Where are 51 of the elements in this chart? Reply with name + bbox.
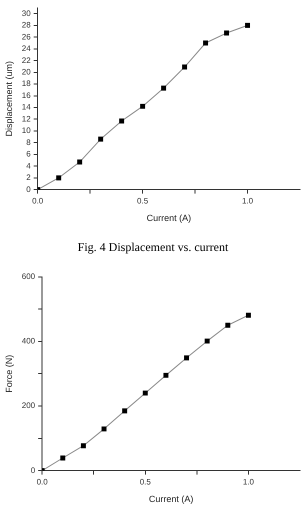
point (184, 355, 190, 360)
point (122, 408, 128, 414)
point (182, 64, 188, 70)
point (203, 40, 208, 46)
y-tick-label: 4 (26, 161, 32, 170)
point (102, 426, 107, 432)
point (140, 104, 146, 109)
x-axis-title: Current (A) (146, 213, 192, 224)
point (119, 118, 124, 124)
point (77, 160, 82, 165)
x-tick-label: 0.5 (140, 478, 152, 487)
y-tick-label: 2 (26, 173, 32, 182)
y-tick-label: 24 (22, 44, 32, 54)
point (161, 86, 166, 91)
y-tick-label: 26 (22, 32, 32, 42)
point (80, 443, 86, 448)
y-tick-label: 8 (26, 138, 32, 147)
x-axis-title: Current (A) (148, 494, 194, 504)
y-tick-label: 20 (22, 68, 32, 77)
y-tick-label: 28 (22, 20, 32, 30)
y-tick-label: 18 (22, 79, 32, 88)
y-tick-label: 30 (22, 8, 32, 18)
point (56, 175, 62, 180)
point (204, 338, 210, 344)
point (224, 30, 230, 36)
y-axis-title: Displacement (um) (4, 60, 14, 136)
caption: Fig. 4 Displacement vs. current (76, 239, 230, 256)
point (245, 22, 250, 28)
point (98, 136, 104, 142)
y-axis-title: Force (N) (4, 354, 14, 393)
y-tick-label: 600 (22, 272, 36, 282)
x-tick-label: 0.0 (36, 478, 48, 487)
x-tick-label: 1.0 (242, 196, 254, 206)
y-tick-label: 10 (22, 126, 32, 136)
x-tick-label: 0.5 (137, 196, 149, 206)
y-tick-label: 14 (22, 102, 32, 112)
point (225, 322, 230, 328)
y-tick-label: 12 (22, 114, 32, 124)
y-tick-label: 0 (26, 184, 32, 194)
x-tick-label: 0.0 (32, 196, 44, 206)
point (246, 312, 251, 318)
y-tick-label: 0 (30, 466, 36, 475)
point (60, 456, 66, 460)
y-tick-label: 16 (22, 90, 32, 100)
point (142, 390, 148, 396)
y-tick-label: 400 (22, 336, 36, 346)
y-tick-label: 200 (22, 401, 36, 410)
y-tick-label: 6 (26, 150, 32, 159)
y-tick-label: 22 (22, 56, 32, 65)
x-tick-label: 1.0 (242, 478, 255, 487)
point (163, 372, 168, 378)
